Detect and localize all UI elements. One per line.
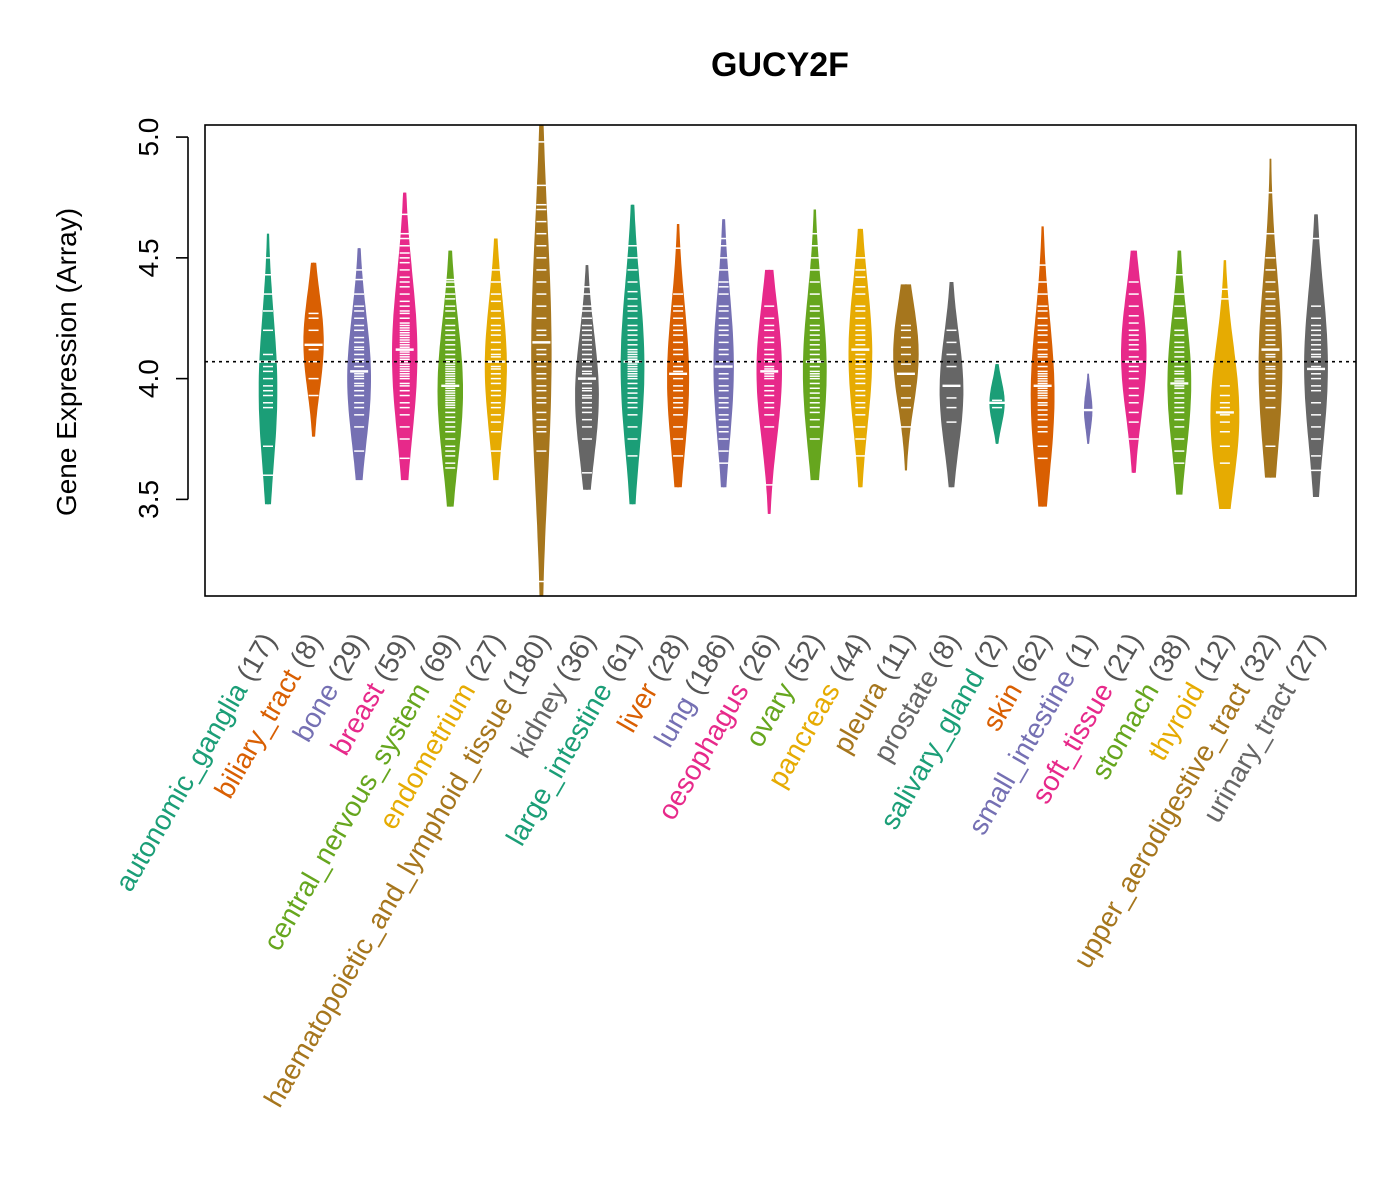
beans-layer	[258, 125, 1328, 596]
bean-density	[258, 233, 278, 505]
bean-endometrium	[484, 238, 507, 481]
chart-title: GUCY2F	[711, 46, 849, 84]
bean-autonomic_ganglia	[258, 233, 278, 505]
bean-density	[1167, 250, 1192, 495]
bean-thyroid	[1210, 260, 1240, 510]
y-tick-label: 3.5	[133, 480, 164, 519]
bean-small_intestine	[1079, 373, 1098, 444]
bean-density	[1210, 260, 1240, 509]
bean-density	[484, 238, 507, 481]
bean-density	[893, 284, 919, 471]
bean-density	[347, 248, 371, 481]
bean-pancreas	[848, 228, 873, 488]
bean-soft_tissue	[1121, 250, 1147, 473]
bean-density	[531, 125, 552, 596]
y-tick-label: 4.5	[133, 238, 164, 277]
bean-bone	[347, 248, 371, 481]
y-axis-label: Gene Expression (Array)	[51, 208, 82, 516]
bean-density	[713, 219, 734, 488]
y-axis: 3.5 4.0 4.5 5.0	[133, 118, 189, 519]
bean-ovary	[802, 209, 827, 481]
bean-urinary_tract	[1304, 214, 1328, 497]
bean-haematopoietic_and_lymphoid_tissue	[531, 125, 552, 596]
plot-frame	[204, 124, 1357, 597]
bean-skin	[1030, 226, 1055, 507]
bean-density	[756, 269, 782, 514]
bean-breast	[392, 192, 418, 481]
bean-density	[939, 282, 964, 488]
bean-oesophagus	[756, 269, 782, 514]
bean-lung	[713, 219, 734, 488]
y-tick-label: 4.0	[133, 359, 164, 398]
bean-density	[848, 228, 873, 488]
bean-pleura	[893, 284, 919, 471]
bean-density	[575, 265, 599, 490]
bean-kidney	[575, 265, 599, 490]
bean-central_nervous_system	[437, 250, 463, 507]
bean-density	[667, 224, 690, 488]
bean-liver	[667, 224, 690, 488]
bean-density	[392, 192, 418, 481]
bean-stomach	[1167, 250, 1192, 495]
bean-density	[1083, 373, 1093, 444]
bean-prostate	[939, 282, 964, 488]
bean-biliary_tract	[303, 262, 324, 437]
bean-salivary_gland	[988, 364, 1007, 444]
bean-density	[1304, 214, 1328, 497]
bean-large_intestine	[620, 204, 645, 505]
y-tick-label: 5.0	[133, 118, 164, 157]
x-axis-labels: autonomic_ganglia (17)biliary_tract (8)b…	[109, 628, 1330, 1113]
bean-upper_aerodigestive_tract	[1258, 158, 1283, 478]
